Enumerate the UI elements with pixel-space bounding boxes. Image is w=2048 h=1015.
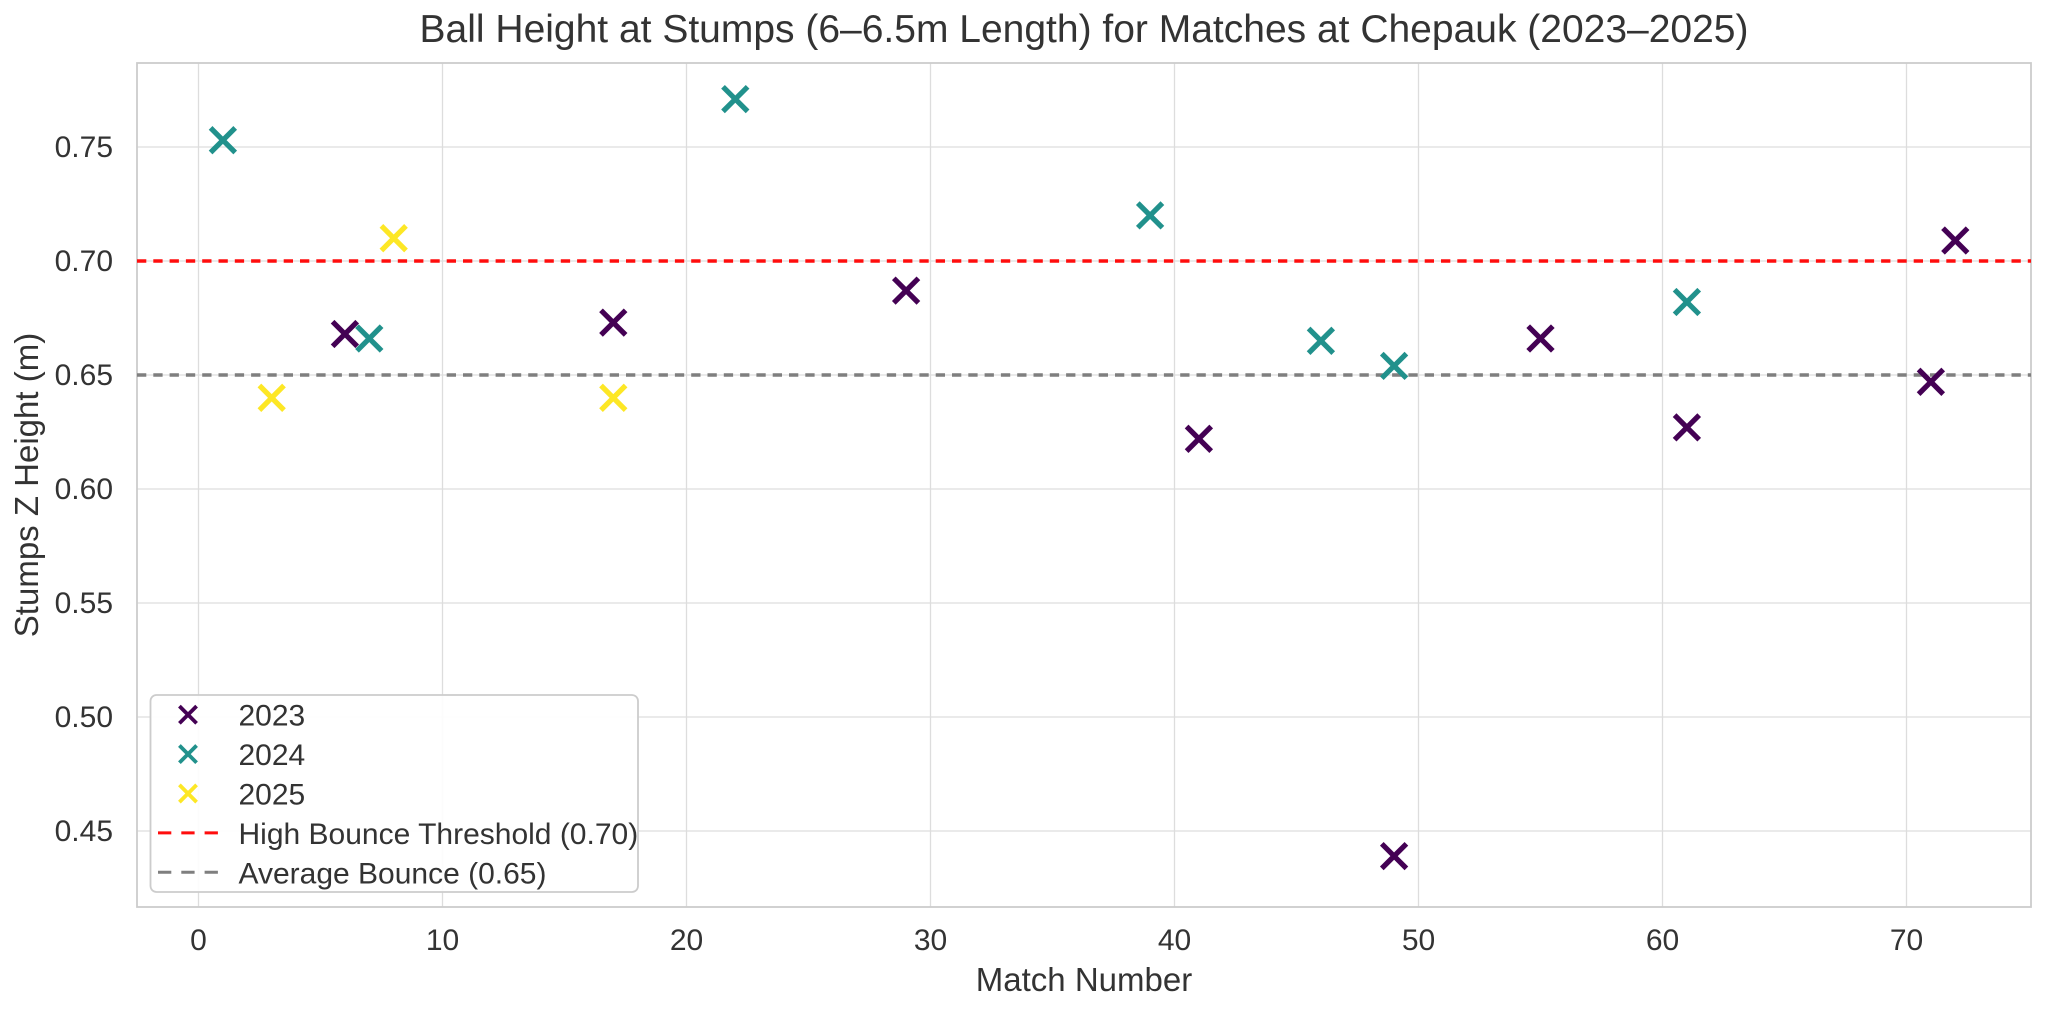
svg-text:0.65: 0.65 bbox=[55, 359, 113, 392]
svg-text:0.50: 0.50 bbox=[55, 701, 113, 734]
svg-text:50: 50 bbox=[1402, 924, 1435, 957]
svg-text:2023: 2023 bbox=[239, 700, 306, 733]
svg-text:0: 0 bbox=[190, 924, 207, 957]
svg-text:20: 20 bbox=[670, 924, 703, 957]
svg-text:0.45: 0.45 bbox=[55, 815, 113, 848]
svg-text:Average Bounce (0.65): Average Bounce (0.65) bbox=[239, 857, 547, 890]
svg-text:30: 30 bbox=[914, 924, 947, 957]
svg-text:70: 70 bbox=[1890, 924, 1923, 957]
svg-text:60: 60 bbox=[1646, 924, 1679, 957]
svg-text:0.60: 0.60 bbox=[55, 473, 113, 506]
svg-text:10: 10 bbox=[426, 924, 459, 957]
svg-text:0.75: 0.75 bbox=[55, 131, 113, 164]
svg-text:High Bounce Threshold (0.70): High Bounce Threshold (0.70) bbox=[239, 818, 639, 851]
svg-text:Stumps Z Height (m): Stumps Z Height (m) bbox=[8, 333, 45, 637]
svg-text:Match Number: Match Number bbox=[976, 961, 1192, 998]
svg-text:2024: 2024 bbox=[239, 739, 306, 772]
svg-text:2025: 2025 bbox=[239, 779, 306, 812]
svg-text:40: 40 bbox=[1158, 924, 1191, 957]
svg-text:0.55: 0.55 bbox=[55, 587, 113, 620]
svg-text:0.70: 0.70 bbox=[55, 245, 113, 278]
svg-text:Ball Height at Stumps (6–6.5m: Ball Height at Stumps (6–6.5m Length) fo… bbox=[420, 8, 1749, 51]
